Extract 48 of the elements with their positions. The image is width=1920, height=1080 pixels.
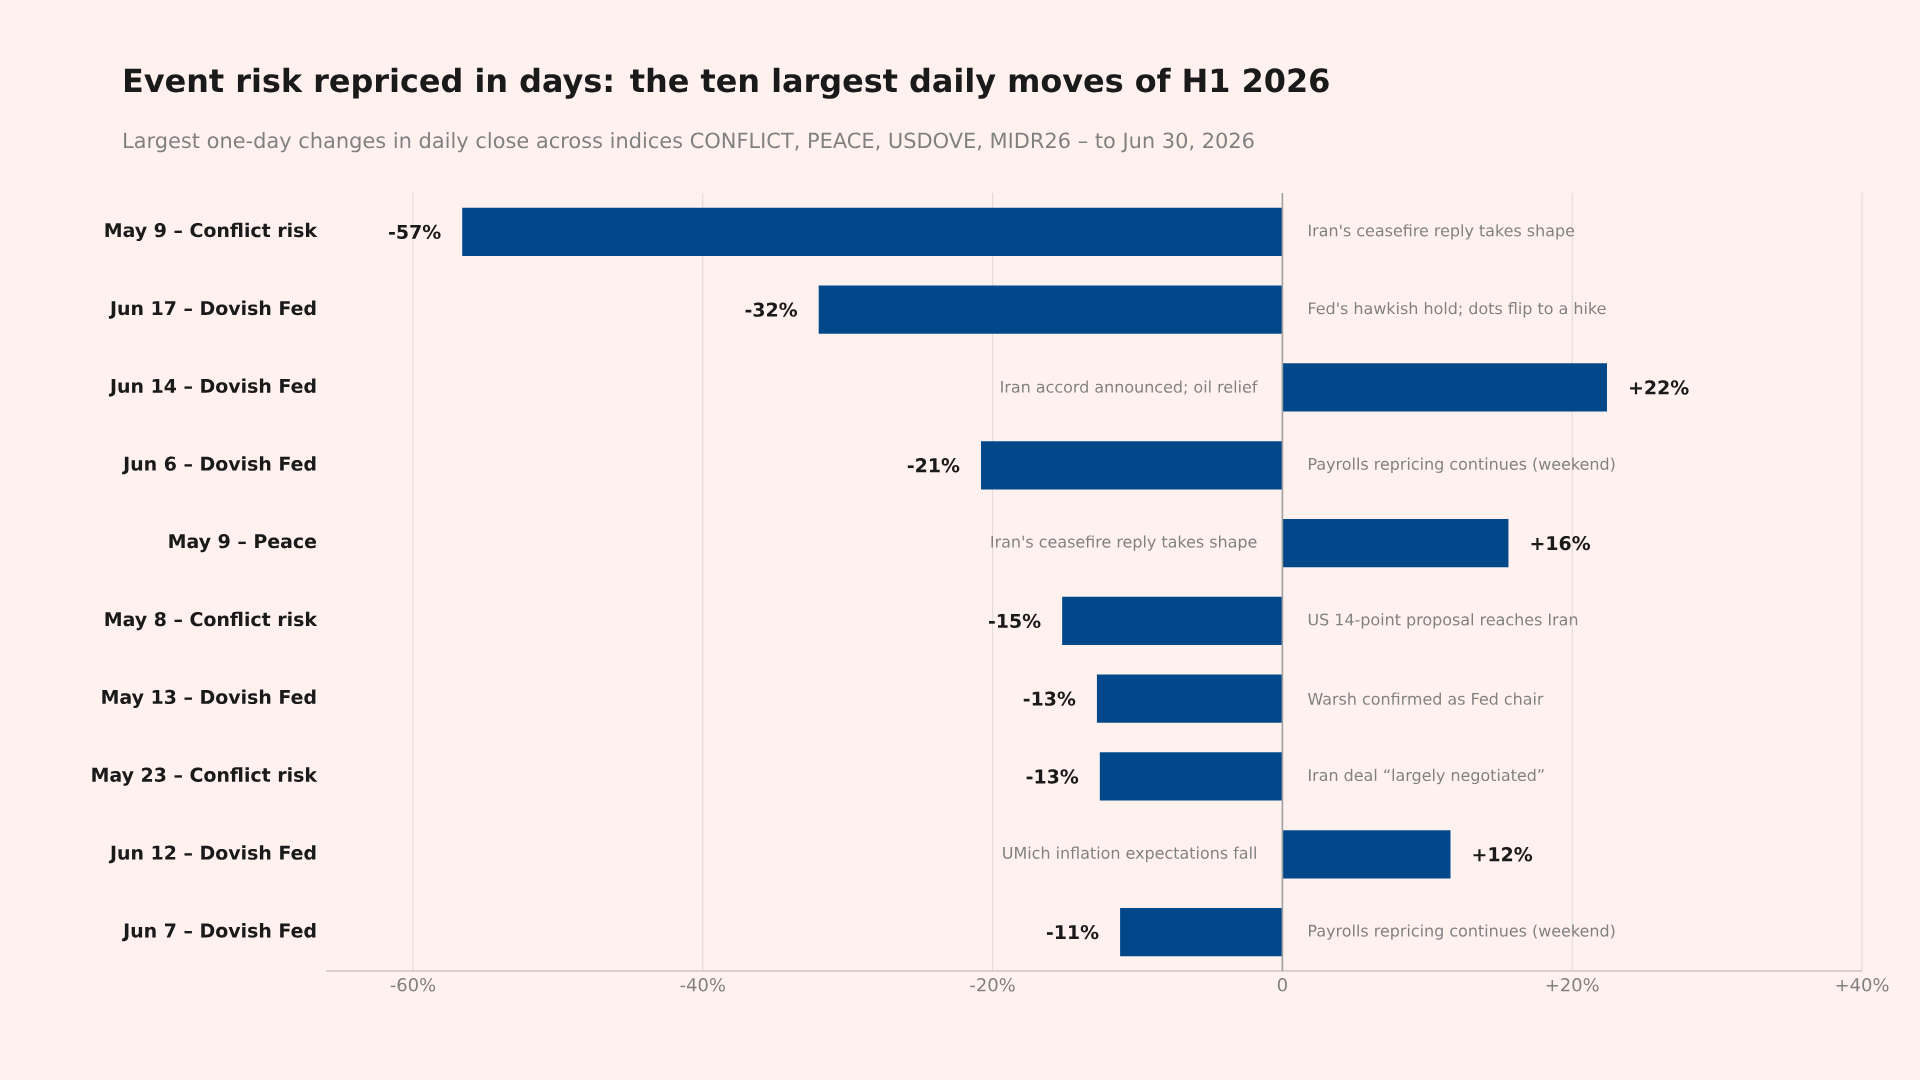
- data-label: -57%: [389, 224, 441, 240]
- x-tick-label: +20%: [1546, 978, 1599, 992]
- data-label: -15%: [988, 613, 1041, 629]
- y-tick-label: Jun 14 – Dovish Fed: [108, 378, 316, 397]
- y-tick-label: Jun 6 – Dovish Fed: [122, 456, 316, 475]
- data-label: +22%: [1630, 380, 1689, 395]
- annotation: Iran's ceasefire reply takes shape: [991, 535, 1257, 551]
- annotation: Payrolls repricing continues (weekend): [1309, 457, 1615, 473]
- y-tick-label: Jun 7 – Dovish Fed: [122, 923, 316, 942]
- data-label: -11%: [1046, 924, 1099, 940]
- x-tick-label: -60%: [390, 978, 436, 992]
- annotation: Iran deal “largely negotiated”: [1309, 768, 1544, 785]
- annotation: Payrolls repricing continues (weekend): [1309, 924, 1615, 940]
- data-label: -13%: [1023, 691, 1076, 706]
- bar: [1096, 674, 1283, 723]
- bar: [462, 207, 1283, 256]
- y-tick-label: May 8 – Conflict risk: [105, 611, 318, 631]
- chart-subtitle: Largest one-day changes in daily close across indices CONFLICT, PEACE, USDOVE, MIDR26 – to Jun 30, 2026: [124, 132, 1254, 153]
- y-tick-label: Jun 17 – Dovish Fed: [108, 300, 316, 319]
- bar: [1282, 830, 1451, 879]
- bar: [1282, 363, 1607, 412]
- bar: [1120, 907, 1283, 957]
- annotation: Warsh confirmed as Fed chair: [1307, 692, 1544, 705]
- data-label: -32%: [745, 302, 798, 317]
- bar: [1282, 518, 1509, 568]
- y-tick-label: May 9 – Peace: [169, 534, 317, 553]
- chart-title: Event risk repriced in days: the ten largest daily moves of H1 2026: [124, 67, 1329, 99]
- y-tick-label: Jun 12 – Dovish Fed: [108, 845, 316, 864]
- bar: [1099, 752, 1283, 801]
- x-tick-label: +40%: [1836, 978, 1889, 992]
- data-label: -13%: [1026, 769, 1079, 784]
- x-tick-label: 0: [1277, 978, 1287, 992]
- data-label: -21%: [907, 458, 960, 473]
- x-tick-label: -20%: [970, 978, 1015, 992]
- x-tick-label: -40%: [680, 978, 725, 992]
- y-tick-label: May 9 – Conflict risk: [105, 222, 318, 242]
- annotation: US 14-point proposal reaches Iran: [1308, 613, 1578, 629]
- y-tick-label: May 23 – Conflict risk: [92, 767, 318, 786]
- annotation: Iran's ceasefire reply takes shape: [1309, 224, 1575, 240]
- annotation: Iran accord announced; oil relief: [1001, 380, 1258, 395]
- annotation: Fed's hawkish hold; dots flip to a hike: [1309, 301, 1606, 318]
- data-label: +16%: [1531, 535, 1591, 551]
- bar: [1062, 596, 1283, 645]
- data-label: +12%: [1473, 847, 1533, 862]
- bar: [980, 441, 1283, 490]
- annotation: UMich inflation expectations fall: [1003, 846, 1256, 862]
- bar: [818, 285, 1283, 334]
- y-tick-label: May 13 – Dovish Fed: [102, 689, 316, 708]
